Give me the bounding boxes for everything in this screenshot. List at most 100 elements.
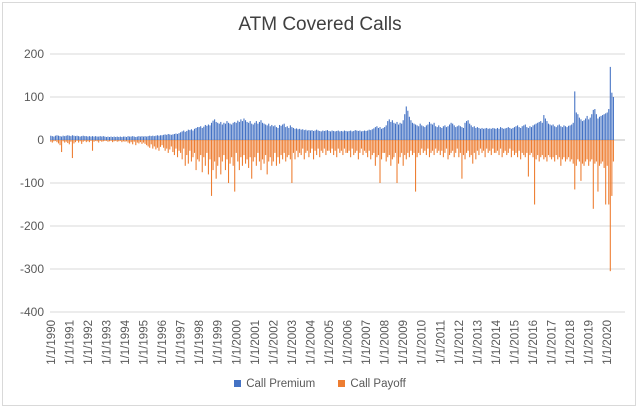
bar-call-premium (537, 122, 539, 140)
chart-title: ATM Covered Calls (238, 14, 402, 35)
bar-call-payoff (507, 140, 509, 153)
bar-call-payoff (540, 140, 542, 158)
bar-call-premium (289, 125, 291, 140)
bar-call-premium (459, 126, 461, 140)
bar-call-premium (458, 125, 460, 140)
bar-call-premium (430, 123, 432, 140)
bar-call-premium (68, 135, 70, 140)
bar-call-payoff (288, 140, 290, 156)
bar-call-premium (102, 136, 104, 140)
bar-call-premium (496, 127, 499, 140)
bar-call-payoff (119, 140, 121, 141)
bar-call-payoff (595, 140, 597, 162)
bar-call-premium (169, 134, 171, 140)
bar-call-premium (507, 127, 509, 140)
bar-call-premium (98, 136, 100, 140)
bar-call-payoff (493, 140, 495, 153)
bar-call-premium (204, 124, 206, 140)
bar-call-premium (180, 132, 182, 140)
bar-call-premium (156, 135, 158, 140)
y-tick-label: -300 (20, 262, 44, 276)
bar-call-payoff (515, 140, 517, 153)
bar-call-premium (558, 124, 560, 140)
bar-call-payoff (146, 140, 148, 146)
bar-call-premium (396, 121, 398, 140)
bar-call-payoff (121, 140, 123, 143)
bar-call-premium (438, 125, 440, 140)
bar-call-payoff (153, 140, 155, 147)
bar-call-payoff (212, 140, 214, 171)
bar-call-payoff (101, 140, 103, 142)
bar-call-premium (144, 136, 146, 140)
bar-call-premium (473, 126, 475, 140)
bar-call-payoff (195, 140, 197, 171)
bar-call-premium (50, 135, 52, 140)
bar-call-premium (282, 124, 284, 140)
bar-call-premium (62, 135, 64, 140)
bar-call-payoff (308, 140, 310, 158)
bar-call-premium (265, 124, 267, 140)
bar-call-premium (308, 130, 310, 140)
bar-call-payoff (209, 140, 211, 160)
bar-call-payoff (56, 140, 58, 143)
bar-call-premium (342, 131, 344, 140)
bar-call-premium (296, 128, 298, 140)
bar-call-premium (158, 135, 160, 140)
bar-call-payoff (316, 140, 318, 156)
bar-call-premium (231, 124, 233, 140)
bar-call-payoff (549, 140, 551, 158)
bar-call-payoff (404, 140, 406, 156)
bar-call-payoff (271, 140, 273, 166)
bar-call-premium (382, 127, 384, 140)
bar-call-premium (269, 126, 271, 140)
bar-call-premium (175, 133, 177, 140)
bar-call-payoff (597, 140, 599, 192)
bar-call-premium (263, 123, 265, 140)
bar-call-payoff (192, 140, 194, 158)
bar-call-premium (248, 122, 250, 140)
bar-call-payoff (484, 140, 486, 158)
bar-call-premium (595, 114, 597, 140)
bar-call-premium (286, 126, 288, 140)
bar-call-payoff (173, 140, 175, 156)
bar-call-payoff (517, 140, 519, 158)
bar-call-payoff (229, 140, 231, 164)
bar-call-premium (122, 136, 124, 140)
bar-call-payoff (220, 140, 222, 175)
bar-call-payoff (469, 140, 471, 158)
bar-call-premium (419, 123, 421, 140)
bar-call-payoff (325, 140, 327, 156)
bar-call-payoff (365, 140, 367, 153)
bar-call-premium (275, 127, 277, 140)
bar-call-premium (195, 127, 197, 140)
bar-call-premium (466, 121, 468, 140)
bar-call-premium (347, 131, 349, 140)
bar-call-premium (479, 128, 482, 140)
bar-call-premium (313, 130, 315, 140)
bar-call-premium (512, 127, 514, 140)
bar-call-premium (57, 135, 60, 140)
bar-call-premium (85, 136, 87, 140)
bar-call-premium (453, 125, 455, 140)
bar-call-premium (427, 124, 429, 140)
x-tick-label: 1/1/2008 (380, 320, 392, 365)
bar-call-premium (234, 121, 236, 140)
bar-call-premium (260, 120, 262, 140)
bar-call-premium (393, 122, 395, 140)
bar-call-premium (132, 136, 134, 140)
bar-call-premium (524, 124, 526, 140)
bar-call-payoff (263, 140, 265, 164)
bar-call-payoff (526, 140, 528, 153)
bar-call-payoff (141, 140, 143, 144)
bar-call-payoff (152, 140, 154, 149)
bar-call-payoff (342, 140, 344, 156)
bar-call-premium (359, 130, 361, 140)
bar-call-payoff (181, 140, 183, 160)
bar-call-payoff (204, 140, 206, 166)
bar-call-payoff (135, 140, 137, 146)
bar-call-premium (254, 122, 256, 140)
bar-call-premium (299, 128, 301, 140)
bar-call-payoff (376, 140, 378, 158)
y-tick-label: 200 (24, 47, 44, 61)
bar-call-premium (571, 124, 573, 140)
